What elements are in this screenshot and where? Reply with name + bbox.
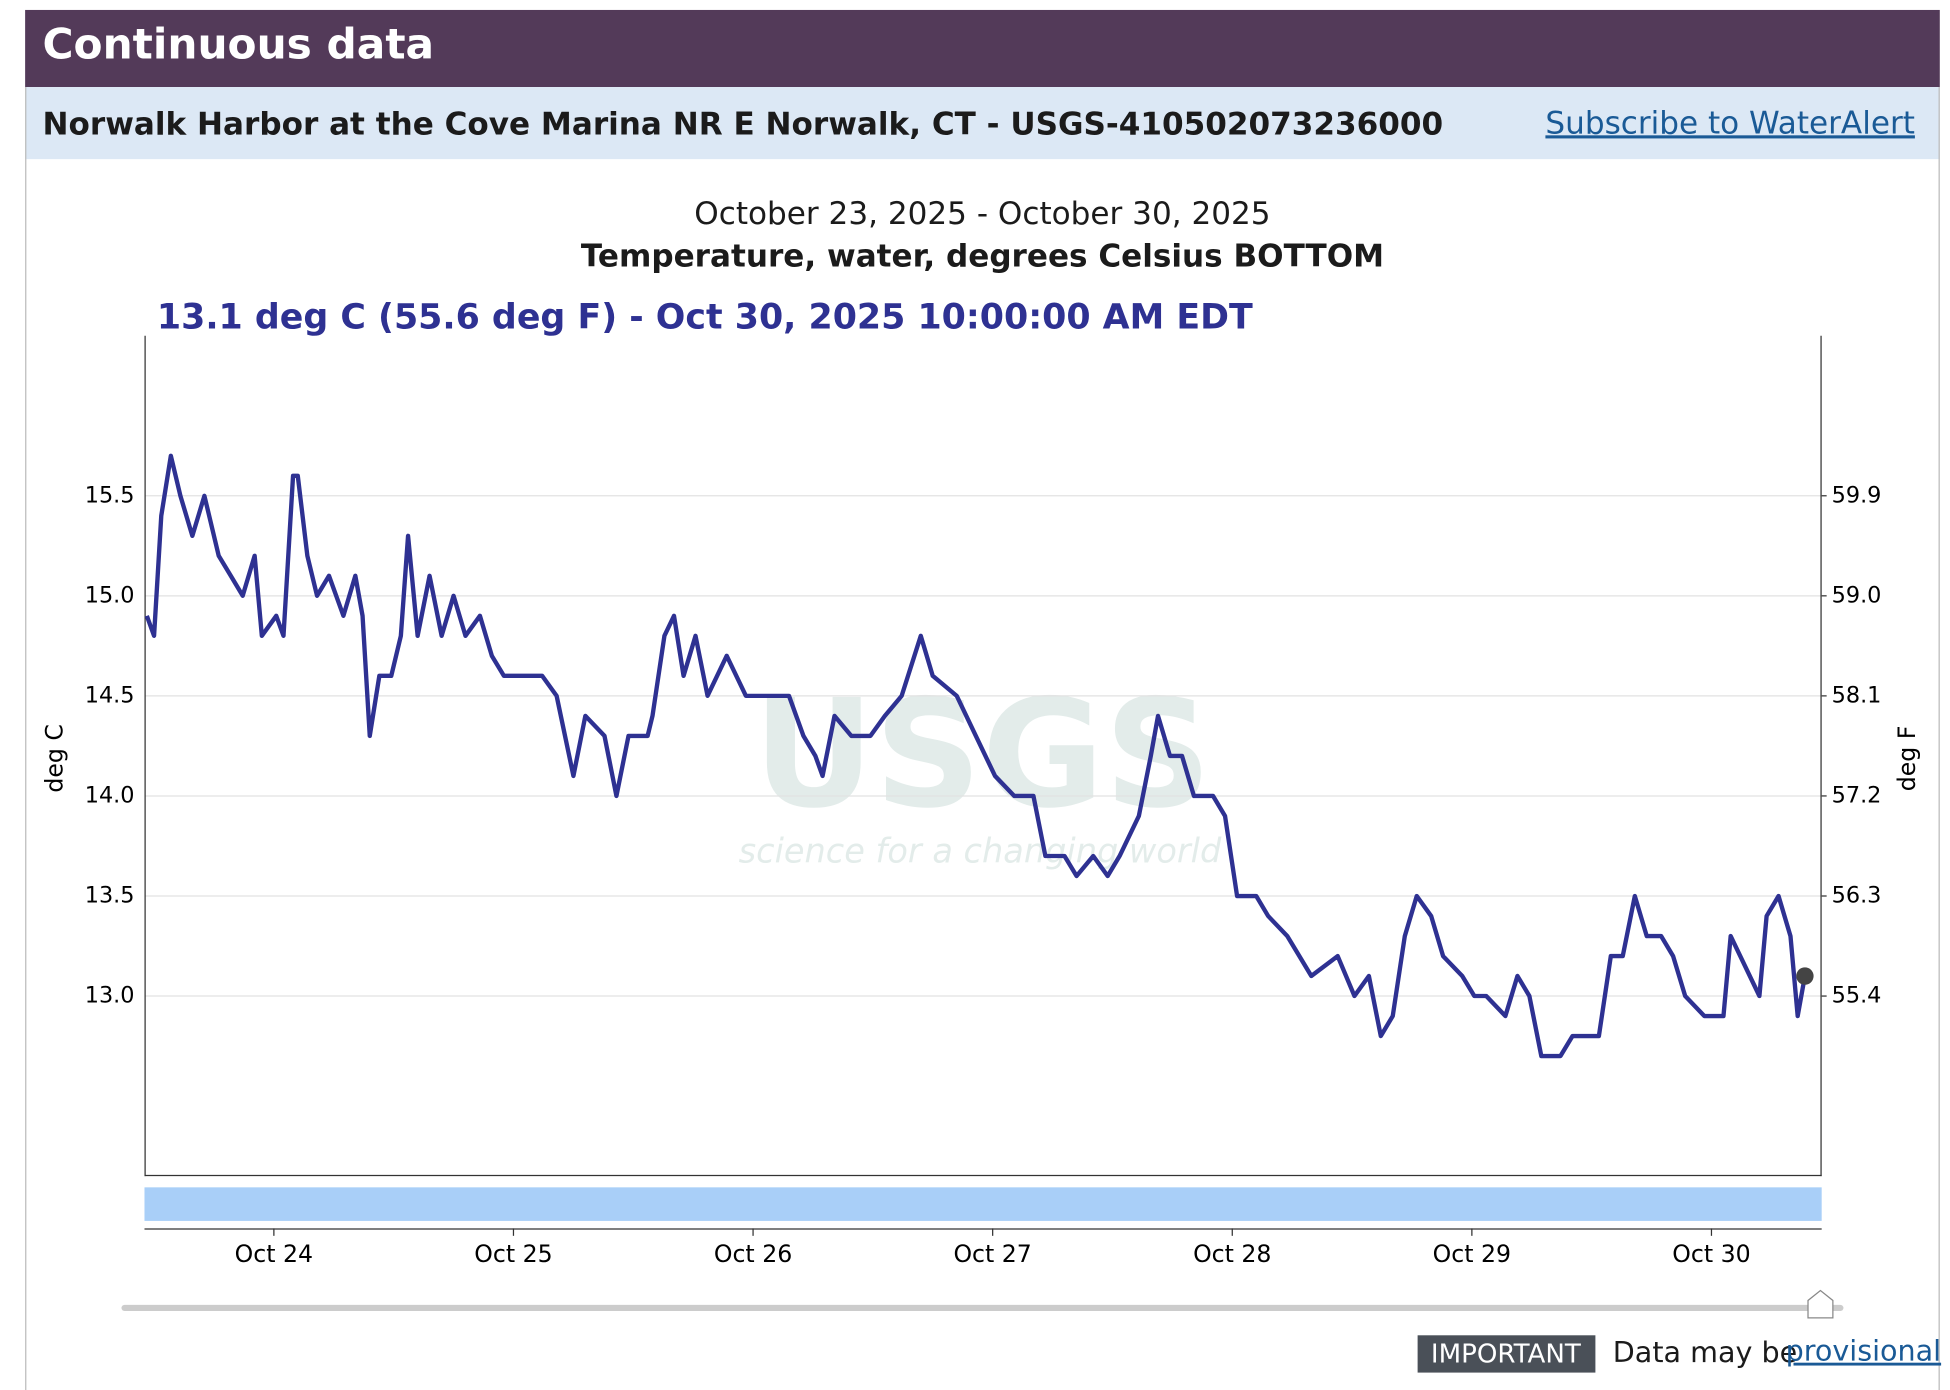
y-axis-label: deg C [41, 724, 69, 793]
y2-tick-label: 55.4 [1832, 983, 1882, 1009]
y-tick-label: 15.0 [85, 582, 135, 608]
chart-title: October 23, 2025 - October 30, 2025 [694, 196, 1270, 232]
y-tick-label: 14.5 [85, 682, 135, 708]
y2-tick-label: 58.1 [1832, 682, 1882, 708]
y-tick-label: 13.0 [85, 983, 135, 1009]
y2-axis-label: deg F [1893, 726, 1921, 792]
y-tick-label: 14.0 [85, 782, 135, 808]
site-name: Norwalk Harbor at the Cove Marina NR E N… [43, 107, 1444, 143]
x-tick-label: Oct 29 [1433, 1240, 1511, 1268]
x-tick-label: Oct 30 [1672, 1240, 1750, 1268]
brush-area[interactable] [144, 1187, 1822, 1221]
important-badge [1417, 1335, 1596, 1373]
current-value: 13.1 deg C (55.6 deg F) - Oct 30, 2025 1… [157, 297, 1253, 337]
temperature-line [144, 453, 1808, 1059]
watermark-tagline: science for a changing world [739, 831, 1222, 870]
header-bar [25, 9, 1940, 88]
x-tick-label: Oct 24 [235, 1240, 313, 1268]
header-title: Continuous data [43, 20, 435, 69]
plot: 13.0 13.5 14.0 14.5 15.0 15.5 55.4 56.3 57.2 58.1… [85, 335, 1882, 1268]
y2-tick-label: 56.3 [1832, 882, 1882, 908]
y2-tick-label: 59.9 [1832, 482, 1882, 508]
y2-tick-label: 57.2 [1832, 782, 1882, 808]
slider-handle[interactable] [1807, 1289, 1834, 1319]
site-bar [25, 87, 1940, 160]
watermark-logo: USGS [753, 669, 1211, 842]
wateralert-link[interactable]: Subscribe to WaterAlert [1545, 105, 1915, 141]
x-tick-label: Oct 28 [1193, 1240, 1271, 1268]
important-text: IMPORTANT [1431, 1340, 1582, 1370]
y-tick-label: 13.5 [85, 882, 135, 908]
x-tick-label: Oct 25 [474, 1240, 552, 1268]
y-tick-label: 15.5 [85, 482, 135, 508]
y2-tick-label: 59.0 [1832, 582, 1882, 608]
x-tick-label: Oct 26 [714, 1240, 792, 1268]
provisional-link[interactable]: provisional [1786, 1334, 1941, 1368]
x-tick-label: Oct 27 [953, 1240, 1031, 1268]
chart-subtitle: Temperature, water, degrees Celsius BOTT… [581, 238, 1384, 274]
footer-text: Data may be [1613, 1335, 1797, 1369]
latest-point [1796, 967, 1814, 985]
